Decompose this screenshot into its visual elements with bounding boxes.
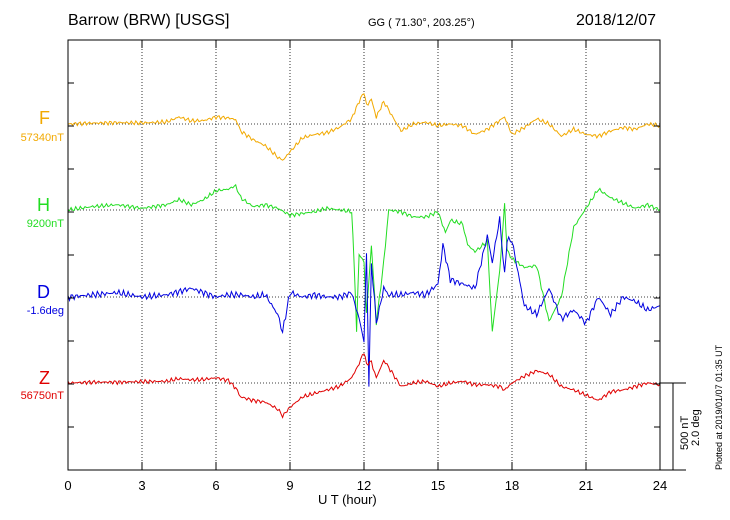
x-tick-label: 15 (430, 478, 446, 493)
scale-deg-label: 2.0 deg (690, 409, 702, 446)
channel-z-label: Z (39, 368, 50, 388)
channel-z-baseline: 56750nT (20, 390, 64, 402)
scale-bar (660, 382, 686, 471)
x-tick-label: 12 (356, 478, 372, 493)
station-title: Barrow (BRW) [USGS] (68, 12, 230, 29)
x-tick-label: 3 (138, 478, 146, 493)
plot-date: 2018/12/07 (576, 12, 657, 29)
axis-ticks (67, 40, 661, 470)
trace-h (67, 183, 661, 332)
x-tick-label: 0 (64, 478, 72, 493)
x-axis-label: U T (hour) (318, 492, 377, 507)
x-tick-label: 21 (578, 478, 594, 493)
channel-h-baseline: 9200nT (26, 218, 64, 230)
x-tick-label: 9 (286, 478, 294, 493)
plot-frame (67, 39, 661, 471)
grid-lines (141, 40, 587, 470)
station-coords: GG ( 71.30°, 203.25°) (368, 17, 475, 29)
x-tick-label: 6 (212, 478, 220, 493)
x-tick-label: 24 (652, 478, 668, 493)
plotted-timestamp: Plotted at 2019/01/07 01:35 UT (714, 344, 724, 470)
trace-z (67, 353, 661, 419)
channel-f-baseline: 57340nT (20, 132, 64, 144)
channel-d-label: D (37, 282, 50, 302)
trace-f (67, 93, 661, 161)
channel-h-label: H (37, 195, 50, 215)
trace-d (67, 216, 661, 387)
channel-f-label: F (39, 108, 50, 128)
x-tick-label: 18 (504, 478, 520, 493)
trace-layer (67, 93, 661, 419)
channel-d-baseline: -1.6deg (26, 305, 64, 317)
